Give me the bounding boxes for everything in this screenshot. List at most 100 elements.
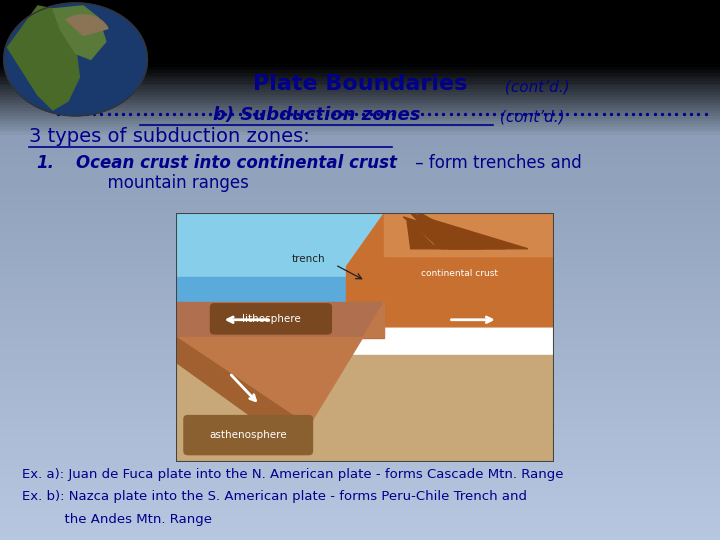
Bar bbox=[0, 170, 720, 173]
Bar bbox=[0, 389, 720, 392]
Bar bbox=[0, 429, 720, 432]
Bar bbox=[0, 205, 720, 208]
Bar bbox=[0, 230, 720, 232]
Bar bbox=[0, 446, 720, 448]
Polygon shape bbox=[403, 217, 505, 249]
Bar bbox=[0, 186, 720, 189]
Bar bbox=[0, 211, 720, 213]
Bar bbox=[0, 49, 720, 51]
Bar bbox=[0, 138, 720, 140]
Bar bbox=[0, 459, 720, 462]
Bar bbox=[0, 513, 720, 516]
Bar bbox=[0, 19, 720, 22]
Bar bbox=[0, 486, 720, 489]
Bar bbox=[0, 167, 720, 170]
Bar bbox=[0, 22, 720, 24]
Bar bbox=[0, 289, 720, 292]
Text: asthenosphere: asthenosphere bbox=[210, 430, 287, 440]
Bar bbox=[0, 262, 720, 265]
Bar bbox=[0, 273, 720, 275]
Bar bbox=[0, 259, 720, 262]
Bar bbox=[0, 105, 720, 108]
Bar bbox=[0, 94, 720, 97]
Polygon shape bbox=[418, 213, 445, 249]
Bar bbox=[0, 43, 720, 46]
Text: (cont’d.): (cont’d.) bbox=[495, 109, 565, 124]
Bar bbox=[0, 338, 720, 340]
Bar bbox=[0, 383, 720, 386]
Bar bbox=[0, 103, 720, 105]
Bar bbox=[0, 362, 720, 364]
Bar bbox=[0, 92, 720, 94]
Bar bbox=[0, 184, 720, 186]
Bar bbox=[0, 478, 720, 481]
Bar bbox=[0, 316, 720, 319]
Bar bbox=[0, 57, 720, 59]
Polygon shape bbox=[176, 302, 384, 338]
Text: Plate Boundaries: Plate Boundaries bbox=[253, 75, 467, 94]
Polygon shape bbox=[176, 277, 384, 302]
Bar bbox=[0, 213, 720, 216]
Bar bbox=[0, 267, 720, 270]
Bar bbox=[0, 508, 720, 510]
Bar bbox=[0, 132, 720, 135]
Text: mountain ranges: mountain ranges bbox=[76, 174, 248, 192]
Bar bbox=[0, 116, 720, 119]
Bar bbox=[0, 491, 720, 494]
Bar bbox=[0, 343, 720, 346]
Bar bbox=[0, 202, 720, 205]
FancyBboxPatch shape bbox=[210, 304, 331, 334]
Bar bbox=[0, 70, 720, 73]
Bar bbox=[0, 321, 720, 324]
Bar bbox=[0, 443, 720, 445]
Polygon shape bbox=[415, 210, 482, 249]
Bar bbox=[0, 510, 720, 513]
Bar bbox=[0, 400, 720, 402]
Bar bbox=[0, 176, 720, 178]
Bar bbox=[0, 456, 720, 459]
Bar bbox=[0, 475, 720, 478]
Bar bbox=[0, 265, 720, 267]
Polygon shape bbox=[403, 206, 460, 249]
Bar bbox=[0, 68, 720, 70]
Bar bbox=[0, 135, 720, 138]
Polygon shape bbox=[411, 213, 528, 249]
Bar bbox=[0, 240, 720, 243]
Polygon shape bbox=[8, 6, 79, 110]
Bar bbox=[0, 189, 720, 192]
Bar bbox=[0, 46, 720, 49]
Bar bbox=[0, 351, 720, 354]
Text: continental crust: continental crust bbox=[421, 269, 498, 278]
Bar bbox=[0, 335, 720, 338]
Bar bbox=[0, 348, 720, 351]
Bar bbox=[0, 86, 720, 89]
Bar bbox=[0, 489, 720, 491]
Bar bbox=[0, 532, 720, 535]
Bar bbox=[0, 418, 720, 421]
Polygon shape bbox=[176, 355, 554, 462]
Bar bbox=[0, 392, 720, 394]
Bar bbox=[0, 122, 720, 124]
Bar bbox=[0, 16, 720, 19]
Bar bbox=[0, 208, 720, 211]
Polygon shape bbox=[176, 302, 384, 444]
Bar bbox=[0, 173, 720, 176]
Bar bbox=[0, 157, 720, 159]
Bar bbox=[0, 51, 720, 54]
Bar bbox=[0, 111, 720, 113]
Bar bbox=[0, 529, 720, 532]
Bar bbox=[0, 3, 720, 5]
Bar bbox=[0, 159, 720, 162]
Polygon shape bbox=[384, 213, 554, 256]
Bar bbox=[0, 367, 720, 370]
Bar bbox=[0, 130, 720, 132]
Bar bbox=[0, 127, 720, 130]
Bar bbox=[0, 308, 720, 310]
Polygon shape bbox=[176, 213, 554, 277]
Bar bbox=[0, 467, 720, 470]
Text: lithosphere: lithosphere bbox=[241, 314, 300, 324]
Bar bbox=[0, 219, 720, 221]
Bar bbox=[0, 62, 720, 65]
Bar bbox=[0, 526, 720, 529]
Bar bbox=[0, 165, 720, 167]
